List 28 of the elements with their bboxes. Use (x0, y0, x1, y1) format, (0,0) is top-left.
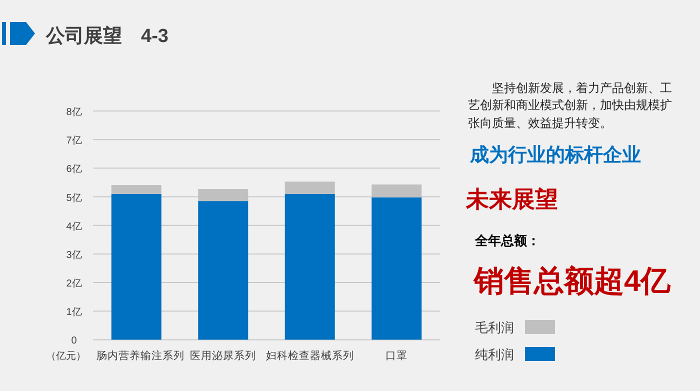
y-tick-label: 1亿 (66, 307, 82, 318)
bar (284, 194, 335, 340)
legend-label: 纯利润 (475, 347, 514, 362)
bar (284, 182, 335, 194)
y-axis-title: （亿元） (46, 351, 86, 362)
text: 成为行业的标杆企业 (470, 144, 642, 168)
legend-label: 毛利润 (475, 320, 514, 335)
text: 全年总额： (475, 232, 541, 250)
y-tick-label: 0 (71, 336, 78, 347)
x-tick-label: 肠内营养输注系列 (96, 349, 184, 362)
y-tick-label: 7亿 (66, 136, 82, 147)
y-tick-label: 2亿 (66, 278, 82, 290)
x-tick-label: 口罩 (386, 350, 408, 362)
bar (198, 201, 248, 340)
y-tick-label: 6亿 (66, 164, 82, 176)
bar (111, 194, 162, 340)
chart-title: 公司展望 4-3 (45, 25, 168, 47)
text: 未来展望 (466, 185, 559, 214)
bar (111, 185, 162, 194)
y-tick-label: 4亿 (66, 221, 82, 232)
x-tick-label: 妇科检查器械系列 (266, 349, 354, 362)
text: 坚持创新发展，着力产品创新、工艺创新和商业模式创新，加快由规模扩张向质量、效益提升转变。 (468, 80, 673, 132)
x-tick-label: 医用泌尿系列 (190, 349, 256, 362)
y-tick-label: 8亿 (66, 107, 82, 118)
bar (372, 197, 422, 340)
y-tick-label: 3亿 (66, 250, 82, 261)
y-tick-label: 5亿 (66, 192, 82, 204)
text: 销售总额超4亿 (474, 264, 672, 300)
